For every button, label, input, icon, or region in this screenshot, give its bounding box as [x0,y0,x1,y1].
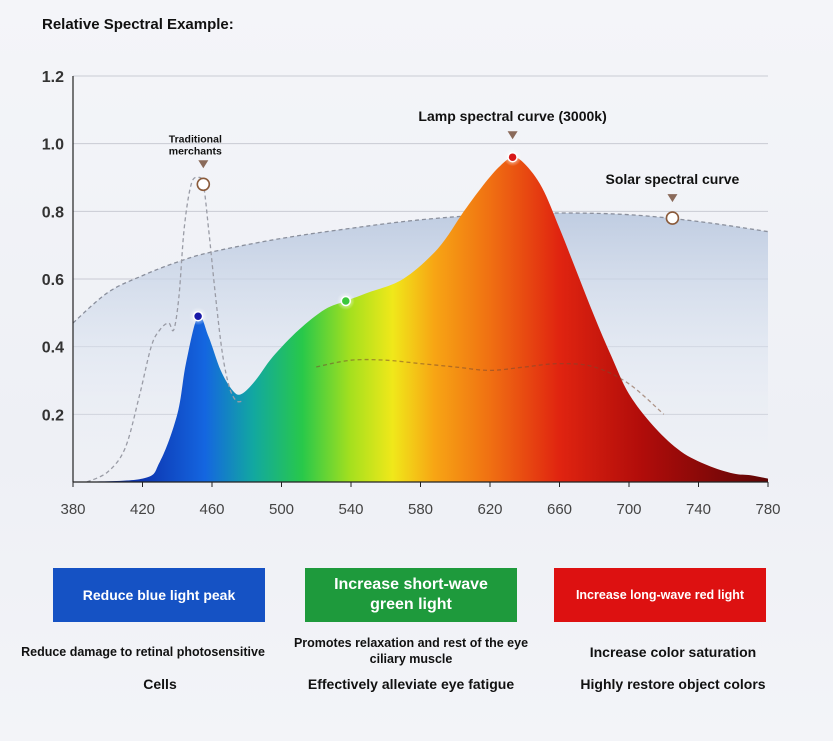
feature-label-green-line1: Increase short-wave [334,576,488,593]
green-desc-top-line2: ciliary muscle [369,652,453,666]
x-tick-label: 700 [616,501,641,518]
feature-box-blue: Reduce blue light peak [53,568,265,622]
solar-curve [72,212,769,324]
x-tick-label: 460 [199,501,224,518]
traditional-label-line1: Traditional [169,133,222,145]
peak-marker [507,151,518,163]
red-desc-top: Increase color saturation [589,644,757,660]
y-tick-label: 0.2 [42,407,64,424]
x-tick-label: 380 [60,501,85,518]
secondary-dashed-curve [316,358,665,415]
x-tick-label: 740 [686,501,711,518]
x-tick-label: 500 [269,501,294,518]
lamp-spectrum-area [73,157,768,482]
y-tick-label: 0.6 [42,272,64,289]
annotation-pointer [507,131,518,140]
page-title: Relative Spectral Example: [42,16,234,33]
annotation-pointer [667,194,678,203]
green-desc-bottom: Effectively alleviate eye fatigue [307,676,515,692]
spectral-chart: 0.2 0.4 0.6 0.8 1.0 1.2 380 420 460 500 540 580 620 6… [42,69,781,518]
x-tick-label: 780 [755,501,780,518]
x-tick-label: 580 [408,501,433,518]
feature-box-red: Increase long-wave red light [554,568,766,622]
solar-curve-label: Solar spectral curve [606,171,740,187]
traditional-curve [86,176,244,483]
peak-marker [340,295,352,307]
x-tick-label: 420 [130,501,155,518]
y-tick-label: 0.4 [42,340,64,357]
x-tick-label: 540 [338,501,363,518]
x-tick-label: 660 [547,501,572,518]
feature-box-green: Increase short-wave green light [305,568,517,622]
peak-marker [192,310,204,322]
y-tick-label: 0.8 [42,204,64,221]
blue-desc-bottom: Cells [143,676,177,692]
annotation-marker [665,211,680,225]
x-tick-label: 620 [477,501,502,518]
red-desc-bottom: Highly restore object colors [580,676,766,692]
lamp-curve-label: Lamp spectral curve (3000k) [418,108,606,124]
feature-label-red: Increase long-wave red light [575,588,745,602]
annotation-marker [196,177,211,192]
feature-label-green-line2: green light [370,596,452,613]
annotation-pointer [198,160,209,169]
feature-label-blue: Reduce blue light peak [82,587,236,603]
y-tick-label: 1.0 [42,137,64,154]
green-desc-top-line1: Promotes relaxation and rest of the eye [293,636,529,650]
blue-desc-top: Reduce damage to retinal photosensitive [21,645,265,659]
traditional-label-line2: merchants [169,145,222,157]
y-tick-label: 1.2 [42,69,64,86]
